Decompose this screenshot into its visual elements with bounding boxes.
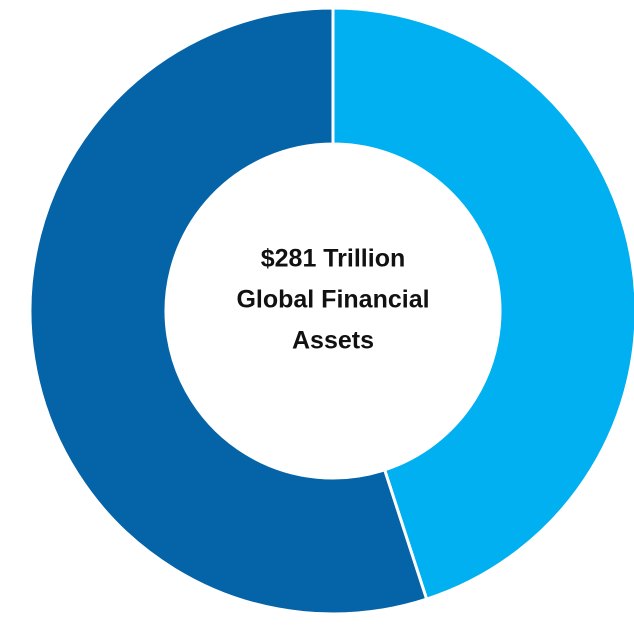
center-label: $281 Trillion [261,245,406,273]
center-label: Global Financial [236,286,429,314]
center-label: Assets [292,327,374,355]
donut-segment [28,6,429,616]
donut-segment [331,6,634,602]
